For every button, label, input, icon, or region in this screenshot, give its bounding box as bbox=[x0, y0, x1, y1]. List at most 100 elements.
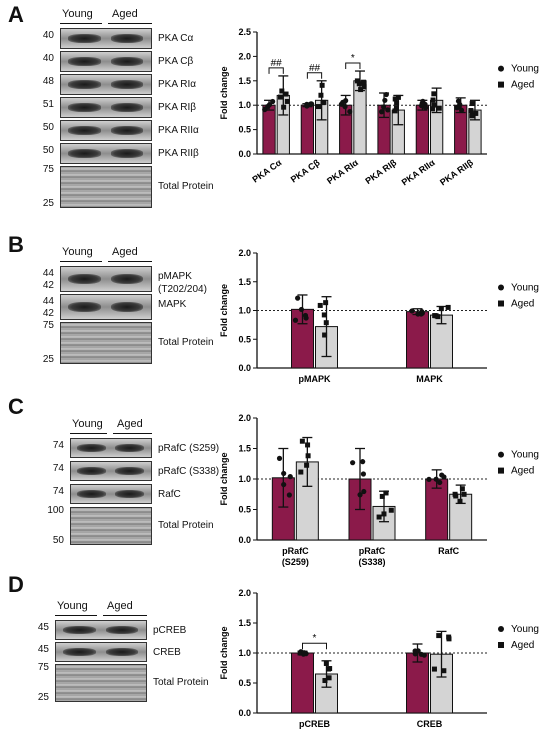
panel-letter-c: C bbox=[8, 394, 24, 419]
total-protein-label: Total Protein bbox=[158, 337, 214, 348]
data-point-aged bbox=[431, 91, 437, 97]
data-point-young bbox=[295, 295, 301, 301]
data-point-young bbox=[383, 91, 389, 98]
blot-band bbox=[68, 126, 101, 135]
protein-label: pRafC (S259) bbox=[158, 443, 220, 454]
data-point-aged bbox=[395, 94, 401, 100]
data-point-aged bbox=[322, 332, 328, 338]
data-point-young bbox=[385, 107, 391, 113]
blot-band bbox=[105, 648, 138, 656]
data-point-aged bbox=[383, 490, 389, 496]
data-point-young bbox=[361, 488, 367, 495]
blot-band bbox=[110, 126, 143, 135]
molecular-weight-label: 44 42 bbox=[42, 268, 54, 291]
header-underline-aged bbox=[108, 23, 152, 24]
data-point-young bbox=[415, 648, 421, 654]
data-point-aged bbox=[361, 84, 367, 90]
data-point-aged bbox=[358, 87, 364, 93]
data-point-aged bbox=[431, 666, 437, 672]
bar-young bbox=[300, 104, 314, 155]
legend-label: Aged bbox=[511, 299, 534, 310]
data-point-aged bbox=[392, 108, 398, 114]
header-underline-aged bbox=[103, 615, 147, 616]
blot-band bbox=[110, 57, 143, 66]
blot-strip bbox=[60, 51, 152, 72]
data-point-young bbox=[378, 109, 385, 115]
y-tick-label: 1.5 bbox=[238, 618, 251, 628]
data-point-aged bbox=[441, 668, 447, 674]
blot-strip bbox=[60, 120, 152, 141]
data-point-aged bbox=[453, 493, 459, 499]
panel-letter-a: A bbox=[8, 2, 24, 27]
y-tick-label: 2.0 bbox=[238, 51, 251, 61]
data-point-aged bbox=[435, 314, 441, 320]
protein-label: pMAPK (T202/204) bbox=[158, 271, 207, 295]
protein-label: PKA RIα bbox=[158, 79, 197, 90]
data-point-young bbox=[292, 317, 299, 323]
data-point-aged bbox=[284, 98, 290, 104]
data-point-aged bbox=[430, 97, 436, 103]
data-point-aged bbox=[298, 469, 304, 475]
x-tick-label: PKA Cα bbox=[250, 157, 283, 185]
molecular-weight-label: 74 bbox=[52, 486, 64, 497]
blot-band bbox=[110, 149, 143, 158]
significance-bracket bbox=[345, 62, 361, 70]
molecular-weight-label: 50 bbox=[42, 145, 54, 156]
x-tick-label: PKA RIβ bbox=[363, 157, 398, 186]
data-point-young bbox=[340, 99, 346, 105]
data-point-aged bbox=[323, 320, 329, 326]
molecular-weight-label: 45 bbox=[37, 644, 49, 655]
x-tick-label: pCREB bbox=[299, 719, 330, 729]
x-tick-label: pMAPK bbox=[299, 374, 331, 384]
data-point-aged bbox=[316, 104, 322, 110]
data-point-aged bbox=[438, 306, 444, 312]
y-tick-label: 2.5 bbox=[238, 27, 251, 37]
blot-header-aged: Aged bbox=[112, 8, 138, 20]
x-tick-label: PKA Cβ bbox=[289, 157, 322, 185]
data-point-young bbox=[382, 97, 388, 103]
data-point-aged bbox=[283, 91, 289, 97]
y-tick-label: 1.0 bbox=[238, 100, 251, 110]
blot-header-aged: Aged bbox=[107, 600, 133, 612]
blot-band bbox=[63, 648, 96, 656]
y-tick-label: 2.0 bbox=[238, 588, 251, 598]
data-point-aged bbox=[392, 96, 398, 102]
data-point-young bbox=[437, 479, 443, 486]
legend-marker-aged bbox=[498, 300, 504, 307]
molecular-weight-label: 48 bbox=[42, 76, 54, 87]
blot-strip bbox=[70, 438, 152, 458]
blot-band bbox=[68, 273, 101, 285]
data-point-aged bbox=[304, 462, 310, 468]
data-point-aged bbox=[326, 675, 332, 681]
y-axis-label: Fold change bbox=[219, 66, 229, 119]
x-tick-label: pRafC bbox=[282, 546, 309, 556]
data-point-aged bbox=[277, 94, 283, 100]
data-point-young bbox=[270, 98, 276, 105]
molecular-weight-label: 100 bbox=[47, 505, 64, 516]
x-tick-label: CREB bbox=[417, 719, 443, 729]
blot-header-young: Young bbox=[57, 600, 88, 612]
data-point-aged bbox=[381, 511, 387, 517]
protein-label: MAPK bbox=[158, 299, 187, 310]
y-tick-label: 0.5 bbox=[238, 678, 251, 688]
y-tick-label: 0.5 bbox=[238, 505, 251, 515]
blot-band bbox=[68, 149, 101, 158]
data-point-young bbox=[281, 470, 287, 477]
significance-marker: ## bbox=[309, 63, 321, 74]
y-tick-label: 0.0 bbox=[238, 149, 251, 159]
legend-marker-aged bbox=[498, 467, 504, 474]
molecular-weight-label: 75 bbox=[42, 320, 54, 331]
molecular-weight-label: 40 bbox=[42, 53, 54, 64]
data-point-aged bbox=[354, 78, 360, 84]
molecular-weight-label: 45 bbox=[37, 622, 49, 633]
blot-band bbox=[77, 490, 107, 498]
blot-band bbox=[68, 80, 101, 89]
header-underline-aged bbox=[108, 261, 152, 262]
x-tick-label: PKA RIα bbox=[325, 157, 360, 186]
data-point-young bbox=[301, 650, 307, 656]
y-tick-label: 1.5 bbox=[238, 444, 251, 454]
data-point-aged bbox=[279, 88, 285, 94]
data-point-young bbox=[265, 103, 271, 109]
significance-bracket bbox=[268, 67, 284, 74]
y-axis-label: Fold change bbox=[219, 284, 229, 337]
